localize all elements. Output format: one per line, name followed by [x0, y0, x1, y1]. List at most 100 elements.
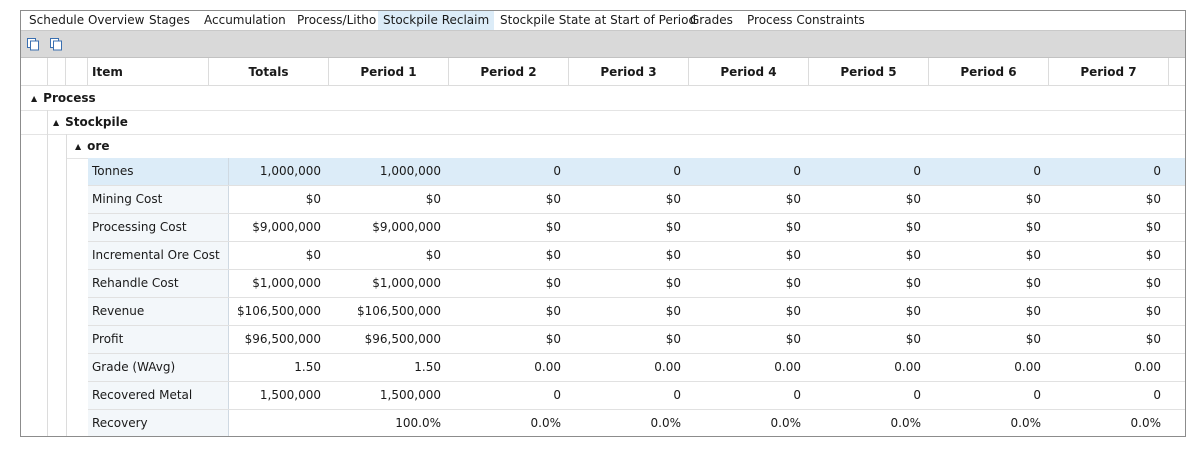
table-cell: 0.00 [654, 360, 681, 374]
column-header-period-3[interactable]: Period 3 [569, 58, 689, 86]
table-cell: 1.50 [294, 360, 321, 374]
tab-stockpile-state-at-start-of-period[interactable]: Stockpile State at Start of Period [500, 13, 697, 27]
table-cell: 0 [1153, 164, 1161, 178]
table-cell: 0 [1033, 164, 1041, 178]
table-cell: 1,000,000 [259, 164, 321, 178]
table-cell: 0 [793, 164, 801, 178]
table-cell: $0 [665, 220, 681, 234]
table-cell: $0 [1145, 276, 1161, 290]
table-row[interactable]: Mining Cost $0 $0 $0 $0 $0 $0 $0 $0 [88, 186, 1185, 214]
table-cell: $0 [1145, 220, 1161, 234]
tab-stages[interactable]: Stages [149, 13, 190, 27]
column-header-totals[interactable]: Totals [209, 58, 329, 86]
table-cell: 0.00 [1134, 360, 1161, 374]
table-cell: $0 [1025, 220, 1041, 234]
table-cell: $0 [545, 304, 561, 318]
table-cell: $0 [785, 248, 801, 262]
table-cell: $0 [1025, 304, 1041, 318]
table-cell: $0 [545, 192, 561, 206]
table-cell: $96,500,000 [244, 332, 321, 346]
table-cell: $0 [1025, 248, 1041, 262]
table-cell: $0 [545, 248, 561, 262]
tab-schedule-overview[interactable]: Schedule Overview [29, 13, 145, 27]
table-cell: 0 [793, 388, 801, 402]
table-cell: 0.00 [1014, 360, 1041, 374]
tab-stockpile-reclaim[interactable]: Stockpile Reclaim [378, 11, 495, 30]
group-ore[interactable]: ▲ ore [75, 134, 109, 158]
table-cell: $0 [1145, 248, 1161, 262]
tab-process-constraints[interactable]: Process Constraints [747, 13, 865, 27]
column-header-period-4[interactable]: Period 4 [689, 58, 809, 86]
table-cell: 0.0% [770, 416, 802, 430]
table-cell: $1,000,000 [372, 276, 441, 290]
row-label: Tonnes [88, 158, 229, 185]
table-cell: 100.0% [395, 416, 441, 430]
tree-guide-line [66, 134, 67, 436]
column-header-spacer [48, 58, 66, 86]
table-cell: 0.0% [650, 416, 682, 430]
tab-process-litho[interactable]: Process/Litho [297, 13, 377, 27]
table-cell: $0 [905, 192, 921, 206]
table-row[interactable]: Tonnes 1,000,000 1,000,000 0 0 0 0 0 0 [88, 158, 1185, 186]
collapse-icon[interactable]: ▲ [75, 142, 82, 151]
copy-icon[interactable] [49, 37, 63, 51]
column-header-spacer [1169, 58, 1185, 86]
table-cell: $9,000,000 [252, 220, 321, 234]
table-cell: 1.50 [414, 360, 441, 374]
row-label: Recovery [88, 410, 229, 436]
tree-guide-line [47, 110, 48, 436]
table-cell: $0 [425, 248, 441, 262]
column-header-period-7[interactable]: Period 7 [1049, 58, 1169, 86]
table-cell [209, 410, 329, 436]
table-row[interactable]: Incremental Ore Cost $0 $0 $0 $0 $0 $0 $0 $0 [88, 242, 1185, 270]
column-header-spacer [66, 58, 88, 86]
tab-grades[interactable]: Grades [690, 13, 733, 27]
table-row[interactable]: Recovered Metal 1,500,000 1,500,000 0 0 0 0 0 0 [88, 382, 1185, 410]
table-cell: 0 [553, 388, 561, 402]
table-cell: $0 [665, 248, 681, 262]
table-cell: $0 [905, 276, 921, 290]
table-cell: 1,500,000 [379, 388, 441, 402]
group-stockpile[interactable]: ▲ Stockpile [53, 110, 128, 134]
schedule-results-window: Schedule Overview Stages Accumulation Proce… [20, 10, 1186, 437]
group-label: ore [87, 139, 110, 153]
row-label: Mining Cost [88, 186, 229, 213]
table-cell: 0.00 [894, 360, 921, 374]
collapse-icon[interactable]: ▲ [31, 94, 38, 103]
column-header-period-5[interactable]: Period 5 [809, 58, 929, 86]
table-row[interactable]: Revenue $106,500,000 $106,500,000 $0 $0 $0 $0 $… [88, 298, 1185, 326]
table-row[interactable]: Grade (WAvg) 1.50 1.50 0.00 0.00 0.00 0.00 0.00… [88, 354, 1185, 382]
table-row[interactable]: Recovery 100.0% 0.0% 0.0% 0.0% 0.0% 0.0% 0.0% [88, 410, 1185, 436]
group-process[interactable]: ▲ Process [31, 86, 96, 110]
table-row[interactable]: Processing Cost $9,000,000 $9,000,000 $0 $0 $… [88, 214, 1185, 242]
column-header-period-1[interactable]: Period 1 [329, 58, 449, 86]
table-cell: $0 [905, 332, 921, 346]
table-cell: 0.0% [1010, 416, 1042, 430]
table-cell: 1,000,000 [379, 164, 441, 178]
table-cell: $9,000,000 [372, 220, 441, 234]
group-label: Stockpile [65, 115, 128, 129]
tab-bar: Schedule Overview Stages Accumulation Proce… [21, 11, 1185, 31]
table-cell: $0 [305, 248, 321, 262]
column-header-period-2[interactable]: Period 2 [449, 58, 569, 86]
copy-icon[interactable] [26, 37, 40, 51]
table-cell: $0 [1025, 276, 1041, 290]
table-cell: $0 [545, 332, 561, 346]
column-header-item[interactable]: Item [88, 58, 209, 86]
tab-accumulation[interactable]: Accumulation [204, 13, 286, 27]
table-cell: $0 [1145, 192, 1161, 206]
table-cell: $0 [785, 332, 801, 346]
row-divider [21, 134, 1185, 135]
table-cell: $0 [665, 276, 681, 290]
table-cell: $0 [1025, 192, 1041, 206]
table-row[interactable]: Rehandle Cost $1,000,000 $1,000,000 $0 $0 $0 $… [88, 270, 1185, 298]
column-header-period-6[interactable]: Period 6 [929, 58, 1049, 86]
row-divider [21, 110, 1185, 111]
table-cell: $0 [665, 332, 681, 346]
collapse-icon[interactable]: ▲ [53, 118, 60, 127]
table-cell: $0 [425, 192, 441, 206]
row-label: Revenue [88, 298, 229, 325]
table-cell: $0 [305, 192, 321, 206]
table-cell: $0 [905, 248, 921, 262]
table-row[interactable]: Profit $96,500,000 $96,500,000 $0 $0 $0 $0 $0 $0 [88, 326, 1185, 354]
